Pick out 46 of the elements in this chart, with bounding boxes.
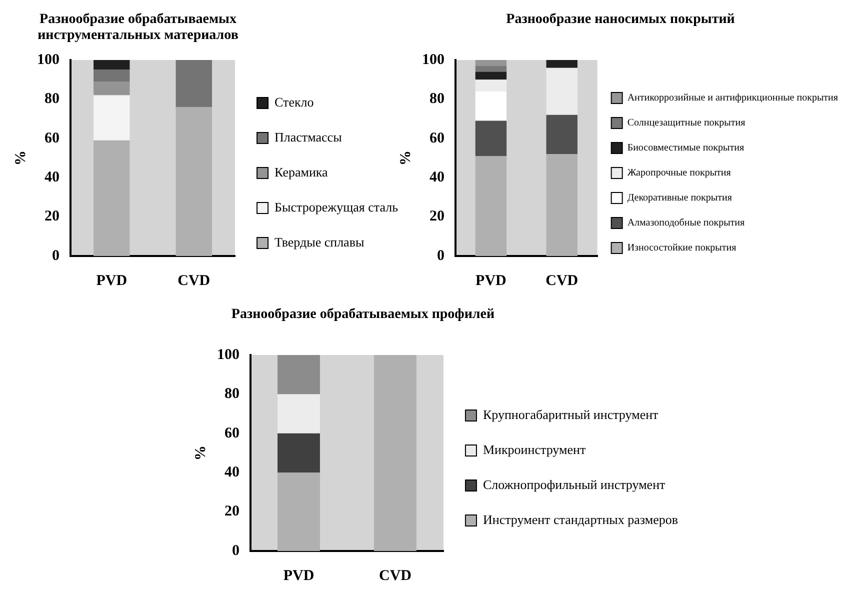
x-tick-label: PVD <box>476 272 507 289</box>
legend-label: Микроинструмент <box>482 442 586 457</box>
y-tick-label: 60 <box>44 130 60 146</box>
legend-label: Сложнопрофильный инструмент <box>482 476 666 492</box>
chart-title: Разнообразие обрабатываемых профилей <box>230 306 496 324</box>
y-axis-title: % <box>398 150 414 166</box>
x-tick-label: CVD <box>546 272 578 289</box>
y-tick-label: 80 <box>224 386 240 402</box>
legend-label: Биосовместимые покрытия <box>627 142 744 154</box>
legend-label: Декоративные покрытия <box>627 192 732 204</box>
y-tick-label: 80 <box>44 91 60 108</box>
y-tick-label: 20 <box>44 208 60 225</box>
legend-label: Твердые сплавы <box>274 234 364 250</box>
chart-title: Разнообразие обрабатываемых инструментальных материалов <box>36 11 240 45</box>
y-tick-label: 100 <box>217 346 240 363</box>
x-tick-label: PVD <box>96 272 128 289</box>
legend-label: Инструмент стандартных размеров <box>482 512 678 527</box>
legend-label: Крупногабаритный инструмент <box>482 406 659 422</box>
legend-label: Быстрорежущая сталь <box>274 199 398 214</box>
y-tick-label: 80 <box>430 91 444 108</box>
legend-label: Солнцезащитные покрытия <box>627 118 746 129</box>
y-tick-label: 20 <box>430 208 444 225</box>
chart-title: Разнообразие наносимых покрытий <box>505 11 736 29</box>
y-axis-title: % <box>192 446 209 460</box>
legend-label: Алмазоподобные покрытия <box>627 218 746 229</box>
y-tick-label: 100 <box>37 52 60 68</box>
y-tick-label: 0 <box>437 248 444 264</box>
x-tick-label: CVD <box>378 568 412 584</box>
y-axis-title: % <box>12 150 29 166</box>
y-tick-label: 40 <box>430 169 444 186</box>
legend-label: Пластмассы <box>274 129 342 144</box>
y-tick-label: 100 <box>422 52 444 68</box>
x-tick-label: CVD <box>178 272 210 289</box>
x-tick-label: PVD <box>283 568 314 584</box>
y-tick-label: 40 <box>44 169 60 186</box>
y-tick-label: 40 <box>224 464 240 480</box>
y-tick-label: 60 <box>430 130 444 146</box>
legend-label: Стекло <box>274 94 314 110</box>
y-tick-label: 20 <box>224 504 240 520</box>
y-tick-label: 0 <box>52 248 60 264</box>
legend-label: Жаропрочные покрытия <box>627 168 732 179</box>
y-tick-label: 60 <box>224 425 240 442</box>
legend-label: Антикоррозийные и антифрикционные покрытия <box>627 92 838 104</box>
legend-label: Керамика <box>274 164 328 180</box>
y-tick-label: 0 <box>232 542 240 559</box>
legend-label: Износостойкие покрытия <box>627 242 737 254</box>
